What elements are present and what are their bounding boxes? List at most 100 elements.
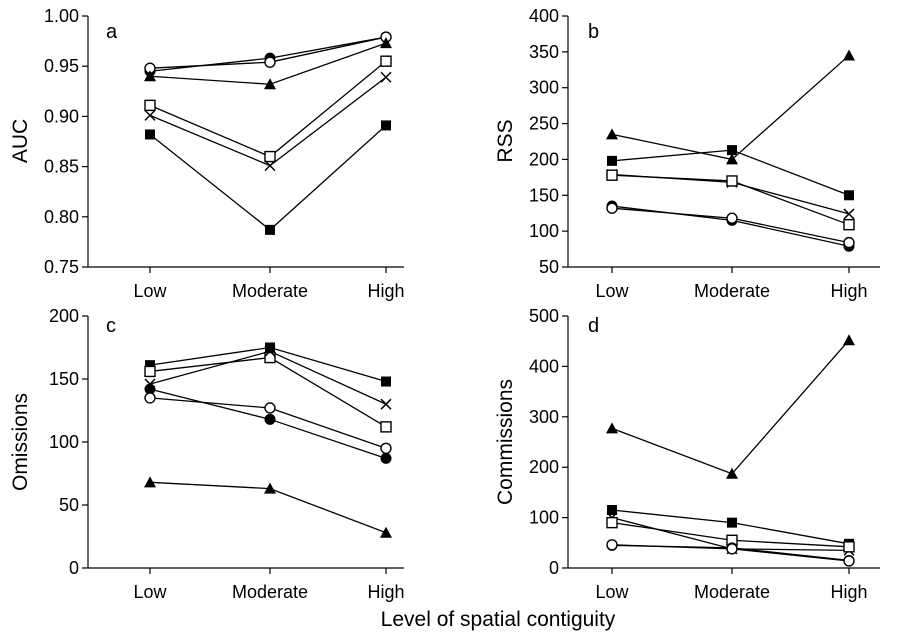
point-open-square xyxy=(843,541,855,553)
point-filled-circle xyxy=(264,413,276,425)
point-open-square xyxy=(606,516,618,529)
point-filled-triangle xyxy=(726,153,738,165)
point-open-square xyxy=(843,218,855,231)
point-open-circle xyxy=(380,442,392,454)
y-tick-label: 0.80 xyxy=(44,207,79,227)
y-axis-label: Omissions xyxy=(9,393,32,491)
x-tick-label: Moderate xyxy=(232,281,308,301)
x-tick-label: Moderate xyxy=(232,582,308,602)
point-open-circle xyxy=(144,392,156,404)
y-tick-label: 250 xyxy=(529,114,559,134)
x-tick-label: High xyxy=(367,281,404,301)
panel-b: 50 100 150 200 250 300 350 400 Low Moderate High RS… xyxy=(494,6,880,301)
point-filled-square xyxy=(607,505,617,516)
series-line-open-square xyxy=(149,60,387,158)
y-tick-label: 150 xyxy=(49,369,79,389)
point-filled-square xyxy=(727,517,737,528)
y-tick-label: 100 xyxy=(529,221,559,241)
y-tick-label: 50 xyxy=(539,257,559,277)
point-open-circle xyxy=(264,56,276,68)
y-tick-label: 300 xyxy=(529,78,559,98)
point-filled-square xyxy=(265,224,275,235)
point-filled-square xyxy=(844,190,854,201)
point-filled-triangle xyxy=(380,526,392,538)
panel-letter: c xyxy=(106,315,116,337)
point-filled-square xyxy=(727,145,737,156)
panel-c: 0 50 100 150 200 Low Moderate High Omissions c xyxy=(9,306,405,602)
y-tick-label: 50 xyxy=(59,495,79,515)
point-cross xyxy=(264,345,276,357)
x-tick-label: High xyxy=(367,582,404,602)
point-filled-triangle xyxy=(843,49,855,61)
point-filled-circle xyxy=(380,452,392,464)
point-filled-triangle xyxy=(264,482,276,494)
series-line-filled-square xyxy=(149,124,387,231)
panel-d: 0 100 200 300 400 500 Low Moderate High Commissio… xyxy=(494,306,880,602)
y-tick-label: 0.90 xyxy=(44,106,79,126)
point-open-square xyxy=(144,365,156,378)
point-filled-square xyxy=(607,155,617,166)
y-tick-label: 0 xyxy=(69,558,79,578)
y-tick-label: 100 xyxy=(49,432,79,452)
y-tick-label: 300 xyxy=(529,407,559,427)
point-open-circle xyxy=(264,402,276,414)
point-filled-triangle xyxy=(843,334,855,346)
x-tick-label: Low xyxy=(133,582,167,602)
y-axis-label: Commissions xyxy=(494,379,517,505)
y-tick-label: 0.75 xyxy=(44,257,79,277)
point-open-circle xyxy=(843,236,855,249)
y-tick-label: 0.85 xyxy=(44,157,79,177)
x-tick-label: High xyxy=(830,582,867,602)
panel-letter: b xyxy=(588,21,599,43)
y-tick-label: 200 xyxy=(49,306,79,326)
point-filled-square xyxy=(381,376,391,387)
y-tick-label: 200 xyxy=(529,149,559,169)
point-cross xyxy=(380,398,392,410)
point-filled-triangle xyxy=(380,37,392,49)
point-cross xyxy=(843,208,855,220)
point-open-circle xyxy=(606,202,618,214)
x-axis-title: Level of spatial contiguity xyxy=(381,608,616,631)
panel-letter: d xyxy=(588,315,599,337)
x-tick-label: Moderate xyxy=(694,281,770,301)
point-open-circle xyxy=(726,212,738,224)
point-open-square xyxy=(144,99,156,112)
y-tick-label: 400 xyxy=(529,356,559,376)
point-filled-triangle xyxy=(726,467,738,479)
y-tick-label: 200 xyxy=(529,457,559,477)
x-tick-label: High xyxy=(830,281,867,301)
point-open-square xyxy=(264,351,276,364)
y-tick-label: 0.95 xyxy=(44,56,79,76)
point-open-circle xyxy=(606,539,618,551)
y-tick-label: 150 xyxy=(529,185,559,205)
y-tick-label: 1.00 xyxy=(44,6,79,26)
y-axis-label: AUC xyxy=(9,119,32,163)
point-filled-square xyxy=(145,129,155,140)
y-tick-label: 0 xyxy=(549,558,559,578)
point-filled-square xyxy=(265,342,275,353)
point-filled-triangle xyxy=(264,78,276,90)
point-open-square xyxy=(380,421,392,433)
point-filled-square xyxy=(145,360,155,371)
point-filled-triangle xyxy=(144,476,156,488)
point-open-square xyxy=(606,169,618,181)
panel-letter: a xyxy=(106,21,118,43)
x-tick-label: Low xyxy=(133,281,167,301)
panel-a: 0.75 0.80 0.85 0.90 0.95 1.00 Low Moderate High A… xyxy=(9,6,405,301)
y-axis-label: RSS xyxy=(494,119,517,162)
point-open-square xyxy=(264,150,276,163)
series-line-filled-triangle xyxy=(611,339,850,475)
point-cross xyxy=(264,160,276,172)
point-cross xyxy=(144,109,156,121)
point-open-square xyxy=(726,175,738,187)
y-tick-label: 400 xyxy=(529,6,559,26)
point-filled-triangle xyxy=(606,422,618,434)
point-open-circle xyxy=(726,543,738,555)
point-cross xyxy=(380,71,392,83)
y-tick-label: 100 xyxy=(529,508,559,528)
point-filled-triangle xyxy=(606,128,618,140)
series-line-filled-triangle xyxy=(611,54,850,161)
y-tick-label: 350 xyxy=(529,42,559,62)
x-tick-label: Low xyxy=(595,281,629,301)
